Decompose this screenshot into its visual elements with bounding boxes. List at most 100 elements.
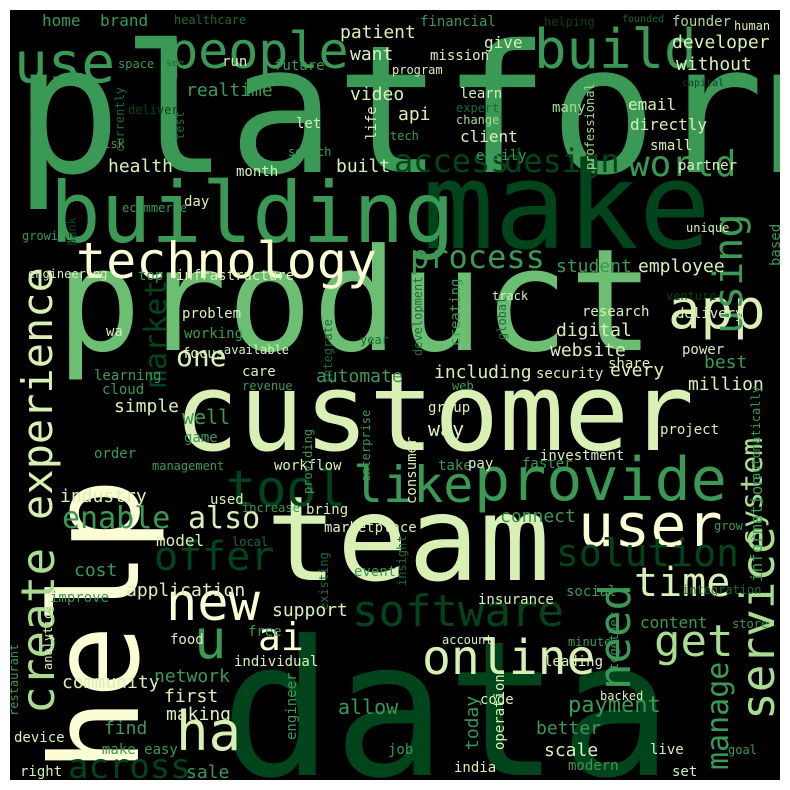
word-event: event [354,564,396,580]
word-available: available [224,343,289,357]
word-developer: developer [672,32,770,53]
word-market: market [139,280,174,388]
word-restaurant: restaurant [10,644,21,716]
word-sale: sale [186,762,229,780]
word-million: million [688,374,764,395]
word-process: process [410,238,545,276]
word-venture: venture [666,289,717,303]
word-automate: automate [316,366,403,387]
word-today: today [462,696,483,750]
word-system: system [735,438,770,546]
word-learning: learning [94,368,161,384]
word-design: design [504,142,620,180]
word-tool: tool [226,460,346,518]
word-get: get [654,616,733,667]
word-helping: helping [544,15,595,29]
word-student: student [556,256,632,277]
word-making: making [166,704,231,725]
word-client: client [460,127,518,146]
word-working: working [184,326,243,342]
word-website: website [550,340,626,361]
word-directly: directly [630,115,707,134]
word-access: access [394,142,510,180]
word-healthcare: healthcare [174,13,246,27]
word-health: health [108,156,173,177]
word-app: app [668,278,766,341]
word-network: network [154,666,230,687]
word-space: space [118,57,154,71]
word-modern: modern [568,758,619,774]
word-food: food [170,632,204,648]
word-founder: founder [672,14,731,30]
word-user: user [578,491,723,561]
word-experience: experience [13,267,62,520]
word-management: management [152,459,224,473]
word-engineer: engineer [284,673,300,740]
word-connect: connect [500,506,576,527]
word-provide: provide [474,445,727,515]
word-manage: manage [701,662,736,770]
word-month: month [236,164,278,180]
word-professional: professional [583,83,597,170]
word-brand: brand [100,11,148,30]
word-many: many [552,100,586,116]
word-deliver: deliver [128,103,179,117]
word-run: run [222,54,247,70]
word-make-easy: make easy [102,742,178,758]
word-live: live [650,742,684,758]
word-set: set [672,764,697,780]
word-learn: learn [460,86,502,102]
word-ecommerce: ecommerce [122,201,187,215]
word-team: team [266,470,550,608]
word-job: job [388,742,413,758]
word-every: every [610,360,664,381]
word-code: code [480,692,514,708]
word-like: like [353,456,473,514]
word-free: free [248,624,282,640]
word-bank: bank [65,216,79,246]
word-risk: risk [96,137,126,151]
word-world: world [628,144,736,185]
word-delivery: delivery [676,306,743,322]
word-analytics: analytics [41,605,55,670]
word-individual: individual [234,654,318,670]
word-ai: ai [258,615,304,659]
word-mission: mission [430,48,489,64]
word-realtime: realtime [186,80,273,101]
word-founded: founded [622,14,664,25]
word-grow: grow [714,519,744,533]
word-offer: offer [154,534,274,580]
word-small: small [650,138,692,154]
word-customer: customer [174,351,694,476]
word-cloud-canvas: platformproductdatahelpcustomerteammakeb… [10,10,780,780]
word-workflow: workflow [274,458,342,474]
word-search: search [288,145,331,159]
word-software: software [352,586,564,637]
word-investment: investment [540,448,624,464]
word-one: one [176,340,227,373]
word-consumer: consumer [404,437,420,504]
word-automatically: automatically [749,386,763,480]
word-tech: tech [390,129,419,143]
word-right: right [20,764,62,780]
word-cloud: platformproductdatahelpcustomerteammakeb… [10,10,780,780]
word-create: create [11,548,65,714]
word-growing: growing [22,229,73,243]
word-year: year [360,333,389,347]
word-faster: faster [522,456,573,472]
word-help: help [25,478,167,772]
word-problem: problem [182,306,241,322]
word-program: program [392,63,443,77]
word-increase: increase [242,501,300,515]
word-using: using [706,214,752,334]
word-platform: platform [14,10,780,214]
word-ha: ha [176,700,241,763]
word-engineering: engineering [28,267,107,281]
word-build: build [534,18,697,81]
word-insurance: insurance [478,592,554,608]
word-providing: providing [301,429,315,494]
word-without: without [676,54,752,75]
word-currently: currently [113,87,127,152]
word-service: service [731,526,780,720]
word-built: built [336,156,390,177]
